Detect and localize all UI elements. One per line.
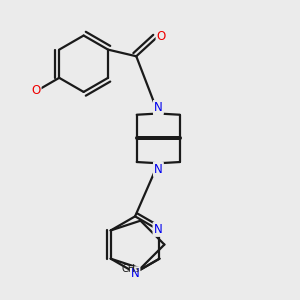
Text: N: N — [154, 101, 163, 114]
Text: N: N — [131, 267, 140, 280]
Text: O: O — [157, 30, 166, 43]
Text: O: O — [32, 84, 40, 97]
Text: CH₃: CH₃ — [121, 264, 139, 274]
Text: N: N — [154, 101, 163, 114]
Text: N: N — [154, 163, 163, 176]
Text: N: N — [154, 163, 163, 176]
Text: N: N — [154, 223, 162, 236]
